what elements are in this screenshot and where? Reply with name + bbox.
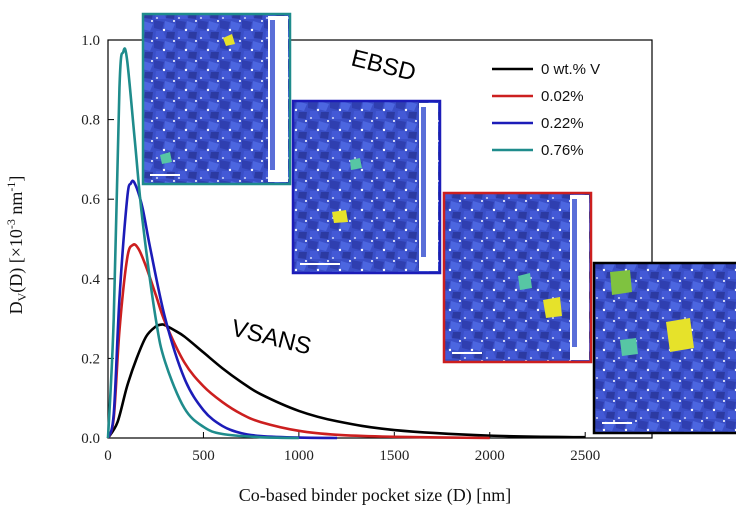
ebsd-annotation: EBSD [349,45,419,87]
legend: 0 wt.% V 0.02% 0.22% 0.76% [492,61,600,159]
inset-ebsd-0 [592,261,736,435]
inset-ebsd-0.02 [442,191,593,364]
y-axis-title: DV(D) [×10-3 nm-1] [4,176,29,315]
x-axis-title: Co-based binder pocket size (D) [nm] [239,485,511,506]
series-lines [106,47,586,440]
series-line-0 [106,323,586,439]
inset-ebsd-0.76 [141,12,292,186]
y-tick-label: 1.0 [81,33,100,49]
series-line-3 [106,47,299,440]
series-line-1 [106,243,490,440]
legend-label-2: 0.22% [541,115,584,132]
x-tick-label: 0 [104,448,112,464]
y-tick-label: 0.8 [81,113,100,129]
y-tick-label: 0.2 [81,351,100,367]
x-tick-label: 500 [192,448,215,464]
y-tick-label: 0.0 [81,431,100,447]
legend-label-0: 0 wt.% V [541,61,600,78]
plot-area-frame [107,39,653,439]
legend-label-3: 0.76% [541,142,584,159]
series-line-2 [106,179,338,440]
vsans-annotation: VSANS [229,315,314,361]
y-tick-label: 0.6 [81,192,100,208]
x-tick-label: 2500 [570,448,600,464]
axis-ticks: 0 500 1000 1500 2000 2500 0.0 0.2 0.4 0.6 0.8 1.0 [81,33,600,464]
y-tick-label: 0.4 [81,272,100,288]
inset-ebsd-0.22 [291,99,442,275]
x-tick-label: 1000 [284,448,314,464]
x-tick-label: 1500 [379,448,409,464]
x-tick-label: 2000 [475,448,505,464]
legend-label-1: 0.02% [541,88,584,105]
